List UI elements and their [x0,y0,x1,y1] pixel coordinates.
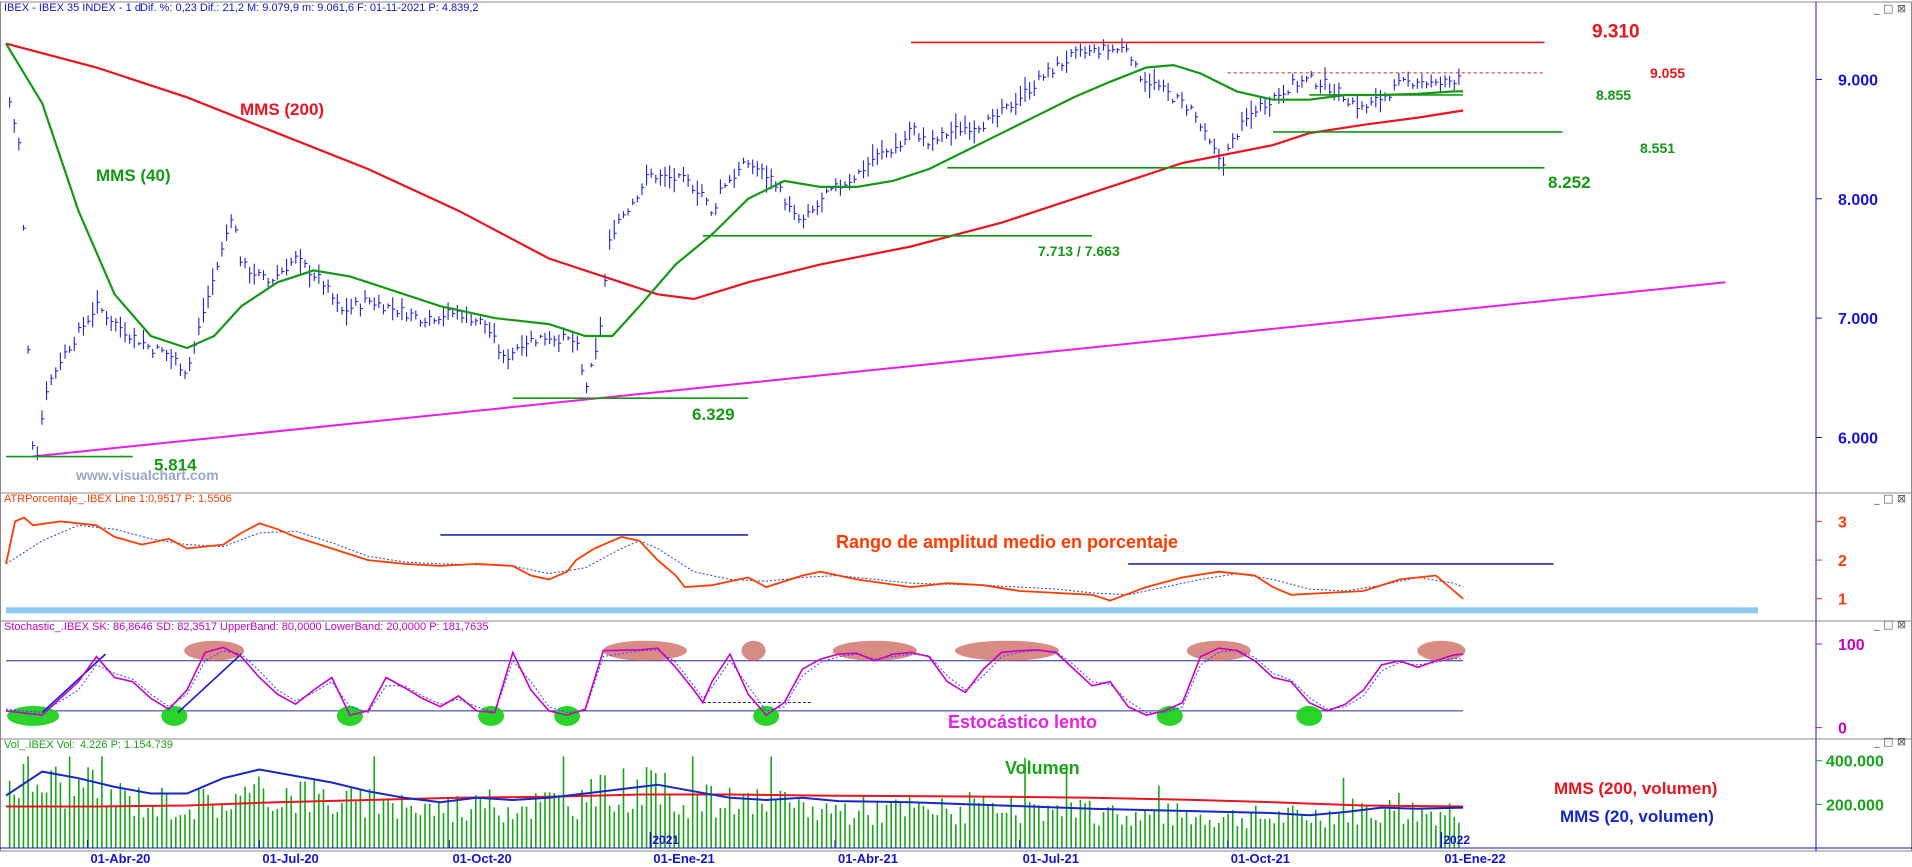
stoch-title: Estocástico lento [948,712,1097,732]
atr-line [5,516,1464,602]
vol-header-info: 4.226 P: 1.154.739 [80,739,173,751]
x-tick-label: 01-Abr-20 [90,851,150,866]
year-marker-label: 2021 [652,833,679,847]
x-tick-label: 01-Jul-21 [1023,851,1079,866]
label-mms-200: MMS (200) [240,100,324,119]
stoch-window-controls[interactable]: _ □ ⊠ [1873,618,1906,631]
x-tick-label: 01-Ene-21 [653,851,714,866]
vol-ytick-label: 400.000 [1826,754,1884,771]
price-ytick-label: 6.000 [1838,430,1878,447]
label-5814: 5.814 [154,456,197,475]
mms-200-line [5,42,1464,301]
price-ytick-label: 9.000 [1838,72,1878,89]
stoch-header-info: 86,8646 SD: 82,3517 UpperBand: 80,0000 L… [113,621,489,633]
svg-text:_ □ ⊠: _ □ ⊠ [1873,492,1906,505]
x-tick-label: 01-Ene-22 [1444,851,1505,866]
price-panel-frame [0,1,1912,494]
stoch-overbought-ellipse [741,640,766,661]
label-9310: 9.310 [1592,21,1640,42]
atr-base-band [6,607,1758,614]
watermark: www.visualchart.com [75,467,219,483]
atr-ytick-label: 1 [1838,592,1847,609]
stoch-oversold-ellipse [336,705,363,726]
stoch-oversold-ellipse [7,705,60,726]
stoch-oversold-ellipse [478,705,505,726]
atr-header-info: 0,9517 P: 1,5506 [148,493,232,505]
x-tick-label: 01-Oct-21 [1231,851,1290,866]
vol-title: Volumen [1005,758,1080,778]
atr-panel-header: ATRPorcentaje_.IBEX Line 1: 0,9517 P: 1,… [4,493,232,505]
vol-mms-20-line [5,768,1464,817]
label-8855: 8.855 [1596,87,1631,103]
stoch-overbought-ellipse [832,640,917,661]
label-vol-mms-200: MMS (200, volumen) [1554,779,1717,798]
svg-text:_ □ ⊠: _ □ ⊠ [1873,618,1906,631]
price-header-title: IBEX - IBEX 35 INDEX - 1 d [4,2,141,14]
x-tick-label: 01-Abr-21 [838,851,898,866]
vol-mms-200-line [6,793,1464,808]
price-header-info: Dif. %: 0,23 Dif.: 21,2 M: 9.079,9 m: 9.… [140,2,479,14]
price-ytick-label: 8.000 [1838,192,1878,209]
atr-title: Rango de amplitud medio en porcentaje [836,532,1178,552]
svg-text:_ □ ⊠: _ □ ⊠ [1873,735,1906,748]
atr-header-title: ATRPorcentaje_.IBEX Line 1: [4,493,148,505]
label-mms-40: MMS (40) [96,166,171,185]
stoch-overbought-ellipse [1186,640,1251,661]
label-vol-mms-20: MMS (20, volumen) [1560,807,1714,826]
stoch-ytick-label: 100 [1838,637,1865,654]
label-9055: 9.055 [1650,65,1685,81]
price-bars [9,38,1462,461]
year-marker-label: 2022 [1443,833,1470,847]
stoch-header-title: Stochastic_.IBEX SK: [4,621,110,633]
stoch-oversold-ellipse [1296,705,1323,726]
price-window-controls[interactable]: _ □ ⊠ [1873,2,1906,15]
label-8252: 8.252 [1548,173,1591,192]
atr-window-controls[interactable]: _ □ ⊠ [1873,492,1906,505]
vol-ytick-label: 200.000 [1826,797,1884,814]
stoch-oversold-ellipse [554,705,581,726]
vol-header-title: Vol_.IBEX Vol: [4,739,75,751]
label-6329: 6.329 [692,405,735,424]
vol-window-controls[interactable]: _ □ ⊠ [1873,735,1906,748]
x-tick-label: 01-Oct-20 [452,851,511,866]
vol-panel-header: Vol_.IBEX Vol: 4.226 P: 1.154.739 [4,739,173,751]
stoch-overbought-ellipse [954,640,1059,661]
atr-ytick-label: 2 [1838,553,1847,570]
price-panel-header: IBEX - IBEX 35 INDEX - 1 d Dif. %: 0,23 … [4,2,479,14]
svg-text:_ □ ⊠: _ □ ⊠ [1873,2,1906,15]
label-8551: 8.551 [1640,140,1675,156]
stoch-divergence-line [41,653,107,714]
x-tick-label: 01-Jul-20 [262,851,318,866]
trendline [31,281,1726,458]
stoch-panel-header: Stochastic_.IBEX SK: 86,8646 SD: 82,3517… [4,621,489,633]
stoch-divergence-line [177,653,242,714]
label-7713-7663: 7.713 / 7.663 [1038,243,1120,259]
stoch-sk-line [5,646,1464,717]
atr-panel-frame [0,492,1912,622]
mms-40-line [5,43,1464,350]
atr-ytick-label: 3 [1838,514,1847,531]
price-ytick-label: 7.000 [1838,311,1878,328]
stoch-oversold-ellipse [161,705,188,726]
stoch-overbought-ellipse [1417,640,1466,661]
stoch-ytick-label: 0 [1838,721,1847,738]
